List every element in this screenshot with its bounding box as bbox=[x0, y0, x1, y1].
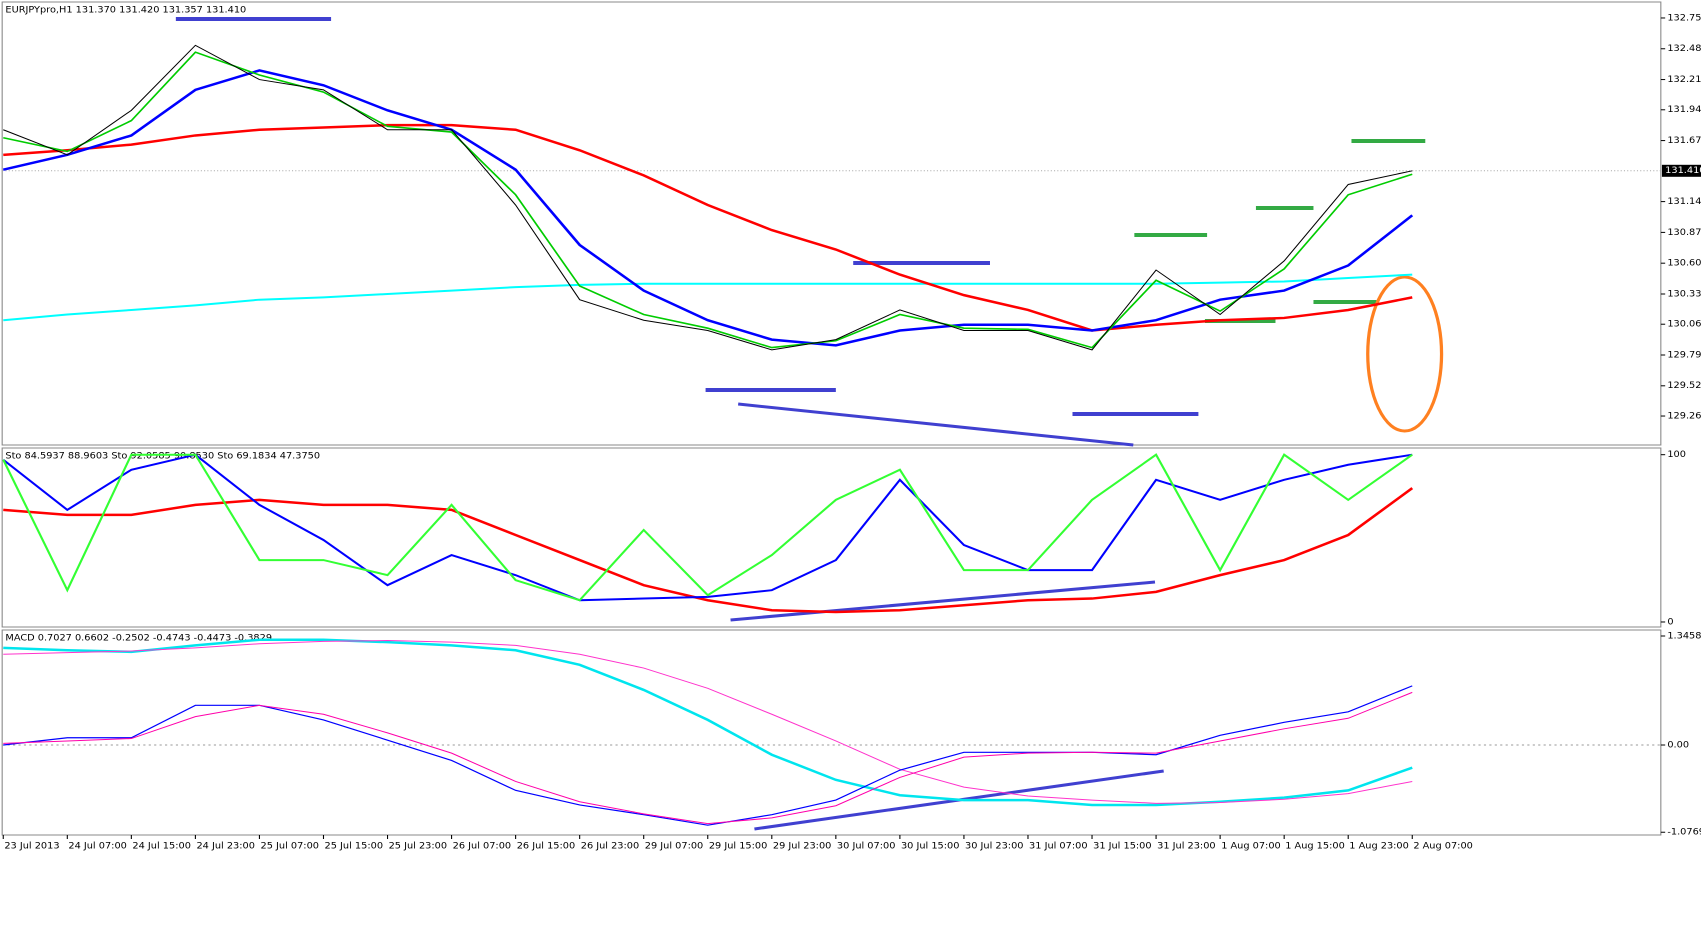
x-tick-label: 26 Jul 23:00 bbox=[581, 841, 640, 852]
annotations bbox=[175, 17, 1444, 831]
x-tick-label: 31 Jul 23:00 bbox=[1157, 841, 1216, 852]
y-tick-label: 130.600 bbox=[1667, 258, 1701, 269]
stochastic-panel bbox=[1, 447, 1662, 628]
series-line bbox=[3, 640, 1413, 804]
x-tick-label: 30 Jul 15:00 bbox=[901, 841, 960, 852]
y-tick-label: 132.480 bbox=[1667, 43, 1701, 54]
y-tick-label: 130.870 bbox=[1667, 227, 1701, 238]
x-tick-label: 29 Jul 07:00 bbox=[645, 841, 704, 852]
series-line bbox=[2, 453, 1413, 602]
series-line bbox=[2, 453, 1413, 602]
x-tick-label: 1 Aug 07:00 bbox=[1221, 841, 1281, 852]
y-tick-label: 132.210 bbox=[1667, 74, 1701, 85]
price-panel bbox=[1, 1, 1662, 446]
x-tick-label: 26 Jul 07:00 bbox=[453, 841, 512, 852]
x-tick-label: 25 Jul 07:00 bbox=[261, 841, 320, 852]
y-tick-label: 132.750 bbox=[1667, 13, 1701, 24]
y-tick-label: 0 bbox=[1667, 617, 1673, 628]
x-tick-label: 24 Jul 23:00 bbox=[196, 841, 255, 852]
x-tick-label: 1 Aug 23:00 bbox=[1349, 841, 1409, 852]
x-tick-label: 24 Jul 15:00 bbox=[132, 841, 191, 852]
y-tick-label: 131.675 bbox=[1667, 135, 1701, 146]
stochastic-header: Sto 84.5937 88.9603 Sto 92.0585 90.8530 … bbox=[5, 451, 320, 462]
series-line bbox=[3, 44, 1413, 351]
y-tick-label: 129.260 bbox=[1667, 411, 1701, 422]
series-line bbox=[3, 638, 1413, 807]
macd-header: MACD 0.7027 0.6602 -0.2502 -0.4743 -0.44… bbox=[5, 633, 272, 644]
y-tick-label: 129.795 bbox=[1667, 350, 1701, 361]
x-tick-label: 31 Jul 07:00 bbox=[1029, 841, 1088, 852]
y-tick-label: 130.330 bbox=[1667, 289, 1701, 300]
x-tick-label: 31 Jul 15:00 bbox=[1093, 841, 1152, 852]
last-price-box bbox=[1661, 164, 1701, 177]
y-tick-label: 100 bbox=[1667, 449, 1686, 460]
y-tick-label: 129.525 bbox=[1667, 381, 1701, 392]
x-tick-label: 2 Aug 07:00 bbox=[1413, 841, 1473, 852]
x-tick-label: 24 Jul 07:00 bbox=[68, 841, 127, 852]
series-line bbox=[3, 685, 1413, 826]
macd-panel bbox=[1, 629, 1662, 836]
series-line bbox=[3, 51, 1413, 349]
x-tick-label: 23 Jul 2013 bbox=[4, 841, 59, 852]
x-tick-label: 26 Jul 15:00 bbox=[517, 841, 576, 852]
x-tick-label: 29 Jul 23:00 bbox=[773, 841, 832, 852]
y-tick-label: -1.0769 bbox=[1667, 827, 1701, 838]
highlight-ellipse bbox=[1366, 275, 1444, 433]
trend-line bbox=[730, 580, 1156, 622]
last-price-label: 131.410 bbox=[1665, 166, 1701, 177]
series-line bbox=[2, 69, 1414, 347]
x-tick-label: 29 Jul 15:00 bbox=[709, 841, 768, 852]
y-tick-label: 0.00 bbox=[1667, 740, 1689, 751]
y-tick-label: 1.3458 bbox=[1667, 631, 1701, 642]
series-line bbox=[3, 487, 1414, 614]
x-tick-label: 25 Jul 15:00 bbox=[325, 841, 384, 852]
x-tick-label: 1 Aug 15:00 bbox=[1285, 841, 1345, 852]
x-tick-label: 30 Jul 07:00 bbox=[837, 841, 896, 852]
x-tick-label: 30 Jul 23:00 bbox=[965, 841, 1024, 852]
series-line bbox=[3, 123, 1413, 332]
y-tick-label: 130.065 bbox=[1667, 319, 1701, 330]
y-tick-label: 131.140 bbox=[1667, 196, 1701, 207]
price-header: EURJPYpro,H1 131.370 131.420 131.357 131… bbox=[5, 5, 246, 16]
series-line bbox=[3, 691, 1413, 825]
x-tick-label: 25 Jul 23:00 bbox=[389, 841, 448, 852]
series-line bbox=[3, 273, 1413, 322]
trend-line bbox=[737, 402, 1134, 447]
y-tick-label: 131.945 bbox=[1667, 105, 1701, 116]
